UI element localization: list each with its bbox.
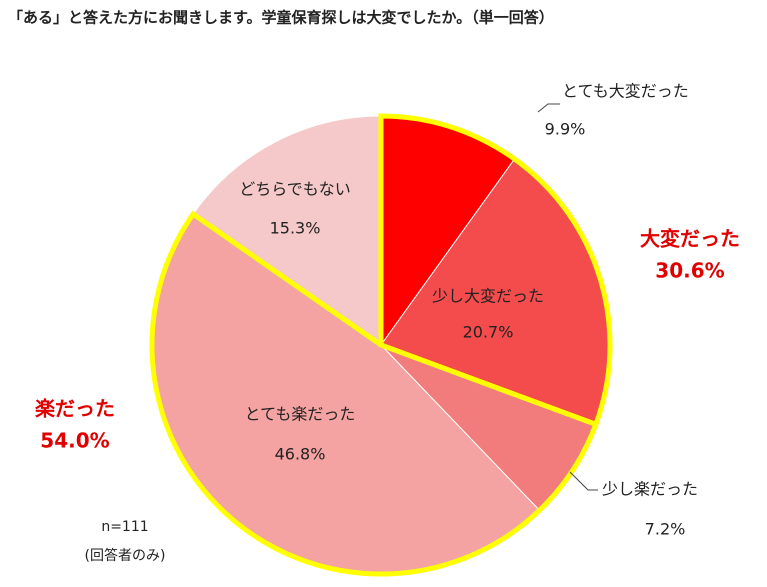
value-label: 20.7% xyxy=(463,323,514,342)
pie-slice xyxy=(192,115,382,346)
group-value: 54.0% xyxy=(40,429,109,453)
group-label: 大変だった xyxy=(640,227,740,251)
slice-label: とても楽だった xyxy=(245,405,356,424)
value-label: 46.8% xyxy=(275,445,326,464)
pie xyxy=(149,113,613,577)
group-label: 楽だった xyxy=(35,397,115,421)
note: n=111 xyxy=(101,519,148,535)
slice-label: 少し楽だった xyxy=(602,480,698,499)
group-outline xyxy=(149,210,600,577)
value-label: 15.3% xyxy=(270,219,321,238)
group-outline xyxy=(378,113,613,428)
slice-label: どちらでもない xyxy=(239,180,351,199)
leader-line xyxy=(569,471,598,491)
value-label: 7.2% xyxy=(645,520,686,539)
slice-label: とても大変だった xyxy=(562,82,689,101)
chart-title: 「ある」と答えた方にお聞きします。学童保育探しは大変でしたか。（単一回答） xyxy=(8,9,554,27)
slice-label: 少し大変だった xyxy=(432,287,544,306)
note: (回答者のみ) xyxy=(85,547,166,564)
leader-line xyxy=(537,103,560,113)
value-label: 9.9% xyxy=(545,120,586,139)
group-value: 30.6% xyxy=(655,259,724,283)
